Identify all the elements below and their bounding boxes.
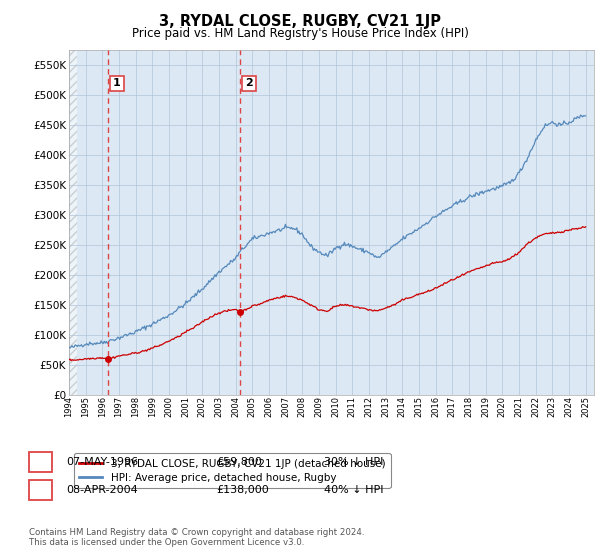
Text: 2: 2	[245, 78, 253, 88]
Text: £138,000: £138,000	[216, 485, 269, 495]
Text: 3, RYDAL CLOSE, RUGBY, CV21 1JP: 3, RYDAL CLOSE, RUGBY, CV21 1JP	[159, 14, 441, 29]
Bar	[108, 50, 240, 395]
Text: 08-APR-2004: 08-APR-2004	[66, 485, 138, 495]
Text: 2: 2	[36, 483, 44, 497]
Text: 07-MAY-1996: 07-MAY-1996	[66, 457, 138, 467]
Text: £59,800: £59,800	[216, 457, 262, 467]
Bar	[69, 50, 77, 395]
Text: 30% ↓ HPI: 30% ↓ HPI	[324, 457, 383, 467]
Text: 1: 1	[36, 455, 44, 469]
Text: Contains HM Land Registry data © Crown copyright and database right 2024.
This d: Contains HM Land Registry data © Crown c…	[29, 528, 364, 547]
Legend: 3, RYDAL CLOSE, RUGBY, CV21 1JP (detached house), HPI: Average price, detached h: 3, RYDAL CLOSE, RUGBY, CV21 1JP (detache…	[74, 454, 391, 488]
Text: 40% ↓ HPI: 40% ↓ HPI	[324, 485, 383, 495]
Text: 1: 1	[113, 78, 121, 88]
Text: Price paid vs. HM Land Registry's House Price Index (HPI): Price paid vs. HM Land Registry's House …	[131, 27, 469, 40]
